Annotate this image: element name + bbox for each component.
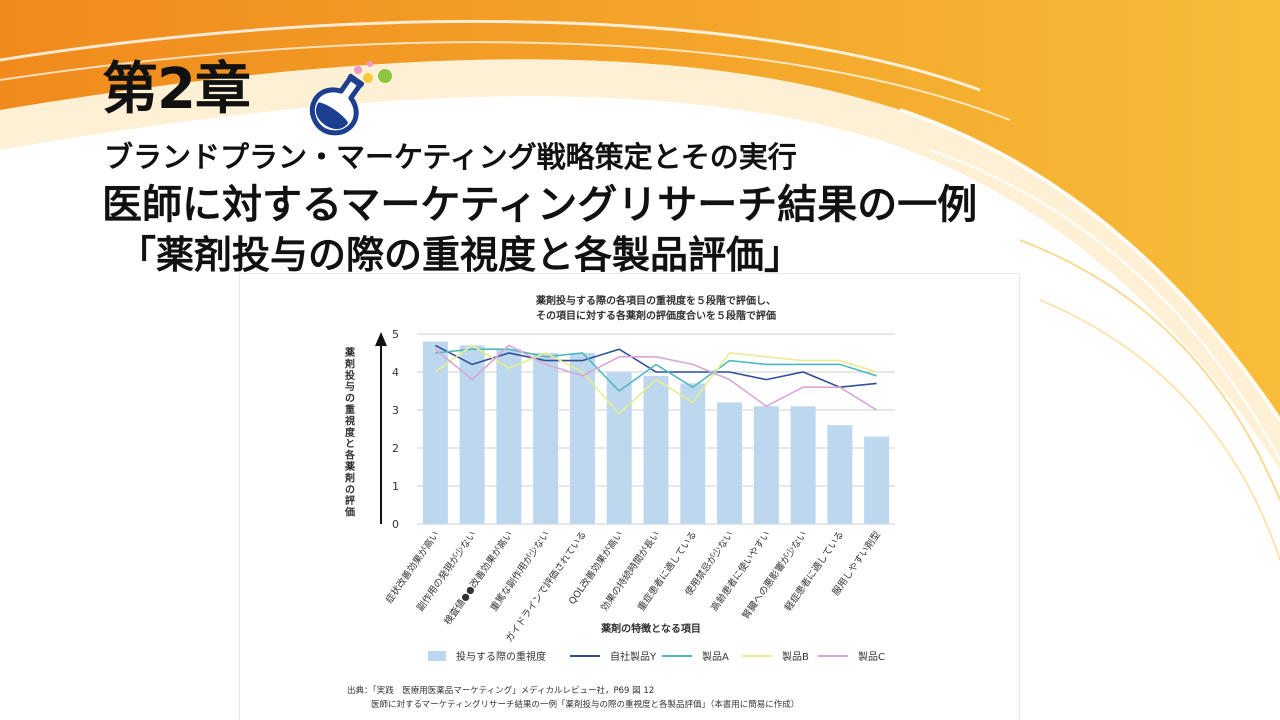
bar	[533, 353, 559, 524]
legend-item-importance: 投与する際の重視度	[428, 648, 546, 663]
y-tick-label: 0	[392, 518, 399, 531]
bar	[459, 345, 485, 524]
y-axis-label-char: の	[345, 485, 355, 496]
section-subtitle: ブランドプラン・マーケティング戦略策定とその実行	[104, 140, 797, 174]
bar	[864, 436, 890, 524]
y-axis-label-char: と	[345, 438, 355, 450]
y-axis-label-char: の	[345, 394, 355, 405]
chapter-label: 第2章	[102, 57, 251, 122]
source-line-1: 出典：「実践 医療用医薬品マーケティング」メディカルレビュー社，P69 図 12	[347, 686, 655, 696]
bar	[680, 383, 706, 524]
y-axis-label-char: 各	[344, 449, 356, 462]
legend-swatch-line	[818, 654, 848, 657]
y-axis-label-char: 剤	[344, 357, 355, 370]
y-axis-label-char: 薬	[344, 346, 356, 359]
legend-item-product-c: 製品C	[818, 648, 885, 663]
legend-label: 投与する際の重視度	[456, 652, 546, 663]
source-line-2: 医師に対するマーケティングリサーチ結果の一例「薬剤投与の際の重視度と各製品評価」…	[371, 700, 800, 710]
y-axis-label-char: 剤	[344, 471, 355, 484]
y-tick-label: 4	[392, 366, 399, 379]
y-axis-label-char: 薬	[344, 460, 356, 473]
y-axis-label-char: 投	[345, 369, 355, 382]
y-axis-label-char: 視	[344, 414, 355, 427]
x-tick-label: 腎臓への悪影響が少ない	[740, 529, 810, 621]
x-axis-label: 薬剤の特徴となる項目	[600, 622, 701, 635]
chart-title-line2: その項目に対する各薬剤の評価度合いを５段階で評価	[536, 309, 776, 322]
legend-swatch-bar	[428, 650, 446, 661]
y-tick-label: 5	[392, 328, 399, 341]
bar-line-chart: 薬剤投与する際の各項目の重視度を５段階で評価し、その項目に対する各薬剤の評価度合…	[344, 294, 895, 644]
legend-swatch-line	[662, 654, 692, 657]
slide-title-line2: 「薬剤投与の際の重視度と各製品評価」	[118, 233, 803, 277]
bar	[753, 406, 779, 524]
y-tick-label: 1	[392, 480, 399, 493]
bar	[643, 375, 669, 524]
bar	[422, 341, 448, 524]
legend-label: 製品A	[702, 652, 729, 663]
series-line	[435, 348, 877, 393]
legend-swatch-line	[570, 654, 600, 657]
y-tick-label: 2	[392, 442, 399, 455]
y-axis-label-char: 与	[345, 380, 355, 393]
legend-item-product-b: 製品B	[742, 648, 809, 663]
legend-label: 製品C	[858, 652, 885, 663]
bar	[496, 349, 522, 524]
y-axis-arrow-head	[375, 332, 387, 346]
series-line	[434, 344, 878, 411]
chart-title-line1: 薬剤投与する際の各項目の重視度を５段階で評価し、	[535, 294, 776, 307]
legend-item-product-y: 自社製品Y	[570, 648, 656, 663]
y-tick-label: 3	[392, 404, 399, 417]
x-tick-label: 検査値●●改善効果が高い	[442, 529, 516, 627]
flask-icon	[309, 61, 392, 136]
legend-label: 自社製品Y	[610, 652, 657, 663]
y-axis-label-char: 評	[345, 494, 355, 507]
series-line	[434, 344, 877, 415]
bar	[790, 406, 816, 524]
legend-label: 製品B	[782, 652, 809, 663]
y-axis-label-char: 度	[345, 426, 356, 439]
series-line	[435, 344, 877, 389]
slide-title-line1: 医師に対するマーケティングリサーチ結果の一例	[102, 182, 978, 228]
bar	[569, 353, 595, 524]
legend-item-product-a: 製品A	[662, 648, 729, 663]
bar	[717, 402, 743, 524]
legend-swatch-line	[742, 654, 772, 657]
bar	[606, 372, 632, 524]
source-citation: 出典：「実践 医療用医薬品マーケティング」メディカルレビュー社，P69 図 12…	[347, 684, 799, 712]
chart-legend: 投与する際の重視度 自社製品Y 製品A 製品B 製品C	[428, 648, 908, 664]
bar	[827, 425, 853, 524]
y-axis-label-char: 価	[344, 506, 355, 519]
y-axis-label-char: 重	[345, 403, 355, 416]
